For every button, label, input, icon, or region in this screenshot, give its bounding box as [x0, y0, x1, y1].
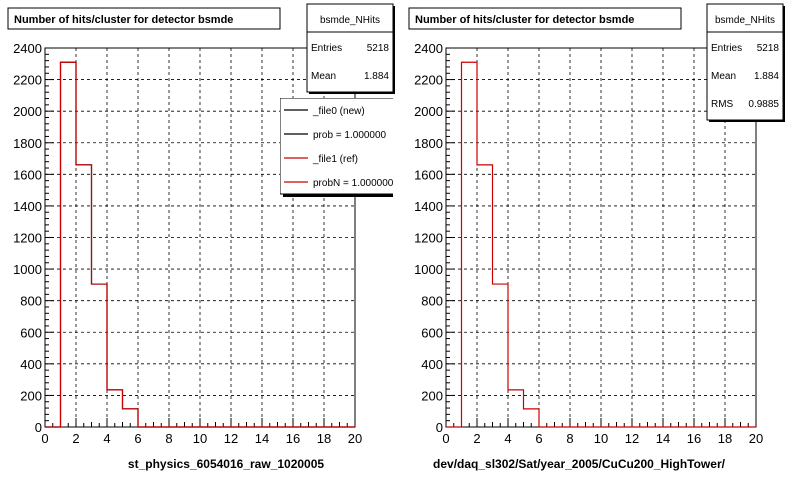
y-tick-label: 2000 — [13, 104, 42, 119]
stats-value: 5218 — [367, 43, 390, 54]
x-tick-label: 12 — [625, 431, 639, 446]
stats-label: Entries — [311, 43, 342, 54]
x-axis-label: dev/daq_sl302/Sat/year_2005/CuCu200_High… — [433, 457, 726, 471]
x-tick-label: 20 — [348, 431, 362, 446]
y-tick-label: 1600 — [414, 167, 443, 182]
title-box — [408, 7, 682, 30]
y-tick-label: 2000 — [414, 104, 443, 119]
x-tick-label: 4 — [504, 431, 511, 446]
histogram-series-2 — [45, 61, 355, 428]
y-tick-label: 1000 — [13, 262, 42, 277]
stats-label: Mean — [711, 71, 736, 82]
histogram-series-1 — [446, 61, 756, 428]
y-tick-label: 2200 — [13, 73, 42, 88]
x-tick-label: 2 — [473, 431, 480, 446]
x-tick-label: 2 — [72, 431, 79, 446]
y-tick-label: 1400 — [13, 199, 42, 214]
y-tick-label: 1400 — [414, 199, 443, 214]
x-tick-label: 14 — [656, 431, 670, 446]
x-tick-label: 16 — [286, 431, 300, 446]
stats-value: 0.9885 — [748, 99, 779, 110]
x-tick-label: 14 — [255, 431, 269, 446]
y-tick-label: 1800 — [414, 136, 443, 151]
stats-value: 5218 — [757, 43, 780, 54]
y-tick-label: 2400 — [13, 41, 42, 56]
y-tick-label: 800 — [421, 294, 443, 309]
x-tick-label: 18 — [718, 431, 732, 446]
x-tick-label: 6 — [134, 431, 141, 446]
legend: _file0 (new) prob = 1.000000 _file1 (ref) p… — [280, 98, 394, 197]
y-tick-label: 1800 — [13, 136, 42, 151]
y-tick-label: 400 — [421, 357, 443, 372]
y-tick-label: 200 — [421, 388, 443, 403]
stats-value: 1.884 — [364, 71, 389, 82]
legend-label: prob = 1.000000 — [313, 130, 387, 141]
y-tick-label: 2400 — [414, 41, 443, 56]
stats-box — [306, 3, 394, 93]
chart-title: Number of hits/cluster for detector bsmd… — [415, 14, 634, 26]
x-tick-label: 8 — [165, 431, 172, 446]
stats-box — [706, 3, 784, 121]
x-tick-label: 20 — [749, 431, 763, 446]
x-tick-label: 4 — [103, 431, 110, 446]
legend-label: probN = 1.000000 — [313, 178, 394, 189]
stats-label: Entries — [711, 43, 742, 54]
x-tick-label: 0 — [442, 431, 449, 446]
stats-name: bsmde_NHits — [320, 15, 380, 26]
legend-label: _file0 (new) — [312, 106, 365, 117]
y-tick-label: 800 — [20, 294, 42, 309]
x-tick-label: 10 — [594, 431, 608, 446]
stats-value: 1.884 — [754, 71, 779, 82]
x-tick-label: 6 — [535, 431, 542, 446]
chart-title: Number of hits/cluster for detector bsmd… — [14, 14, 233, 26]
stats-name: bsmde_NHits — [715, 15, 775, 26]
x-tick-label: 8 — [566, 431, 573, 446]
chart-panel-2: 0 2 4 6 8 10 12 14 16 18 2002004006008001000120014… — [408, 3, 785, 471]
legend-box — [280, 98, 393, 195]
x-tick-label: 18 — [317, 431, 331, 446]
chart-panel-1: 0 2 4 6 8 10 12 14 16 18 2002004006008001000120014… — [7, 3, 395, 471]
legend-label: _file1 (ref) — [312, 154, 358, 165]
y-tick-label: 400 — [20, 357, 42, 372]
x-tick-label: 16 — [687, 431, 701, 446]
y-tick-label: 1200 — [13, 231, 42, 246]
stats-label: RMS — [711, 99, 734, 110]
y-tick-label: 0 — [436, 420, 443, 435]
y-tick-label: 1200 — [414, 231, 443, 246]
x-axis-label: st_physics_6054016_raw_1020005 — [128, 457, 324, 471]
y-tick-label: 600 — [421, 325, 443, 340]
title-box — [7, 7, 281, 30]
y-tick-label: 1600 — [13, 167, 42, 182]
y-tick-label: 0 — [35, 420, 42, 435]
y-tick-label: 600 — [20, 325, 42, 340]
y-tick-label: 200 — [20, 388, 42, 403]
y-tick-label: 2200 — [414, 73, 443, 88]
y-tick-label: 1000 — [414, 262, 443, 277]
x-tick-label: 0 — [41, 431, 48, 446]
stats-label: Mean — [311, 71, 336, 82]
x-tick-label: 12 — [224, 431, 238, 446]
x-tick-label: 10 — [193, 431, 207, 446]
